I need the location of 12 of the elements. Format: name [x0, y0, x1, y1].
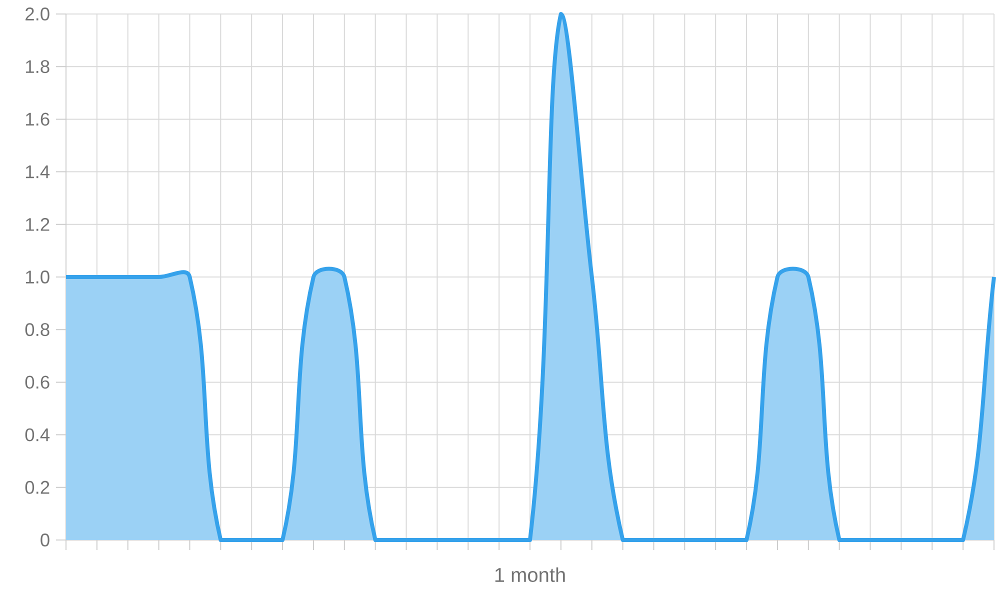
x-axis-title: 1 month	[495, 567, 565, 582]
y-tick-label: 1.0	[26, 270, 50, 284]
y-tick-label: 0.8	[25, 323, 50, 336]
y-tick-label: 0.4	[25, 428, 50, 442]
y-tick-label: 1.4	[26, 166, 50, 178]
y-tick-label: 1.8	[26, 60, 50, 74]
y-tick-label: 0	[40, 534, 50, 546]
y-tick-label: 1.2	[26, 218, 50, 231]
y-tick-label: 0.6	[25, 376, 50, 389]
y-tick-label: 1.6	[26, 112, 50, 126]
y-tick-label: 2.0	[26, 8, 50, 20]
y-tick-label: 0.2	[25, 480, 50, 494]
